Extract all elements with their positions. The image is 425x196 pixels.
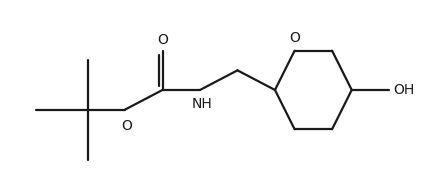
Text: OH: OH — [393, 83, 414, 97]
Text: O: O — [289, 31, 300, 45]
Text: O: O — [122, 119, 132, 132]
Text: NH: NH — [191, 97, 212, 111]
Text: O: O — [157, 33, 168, 47]
